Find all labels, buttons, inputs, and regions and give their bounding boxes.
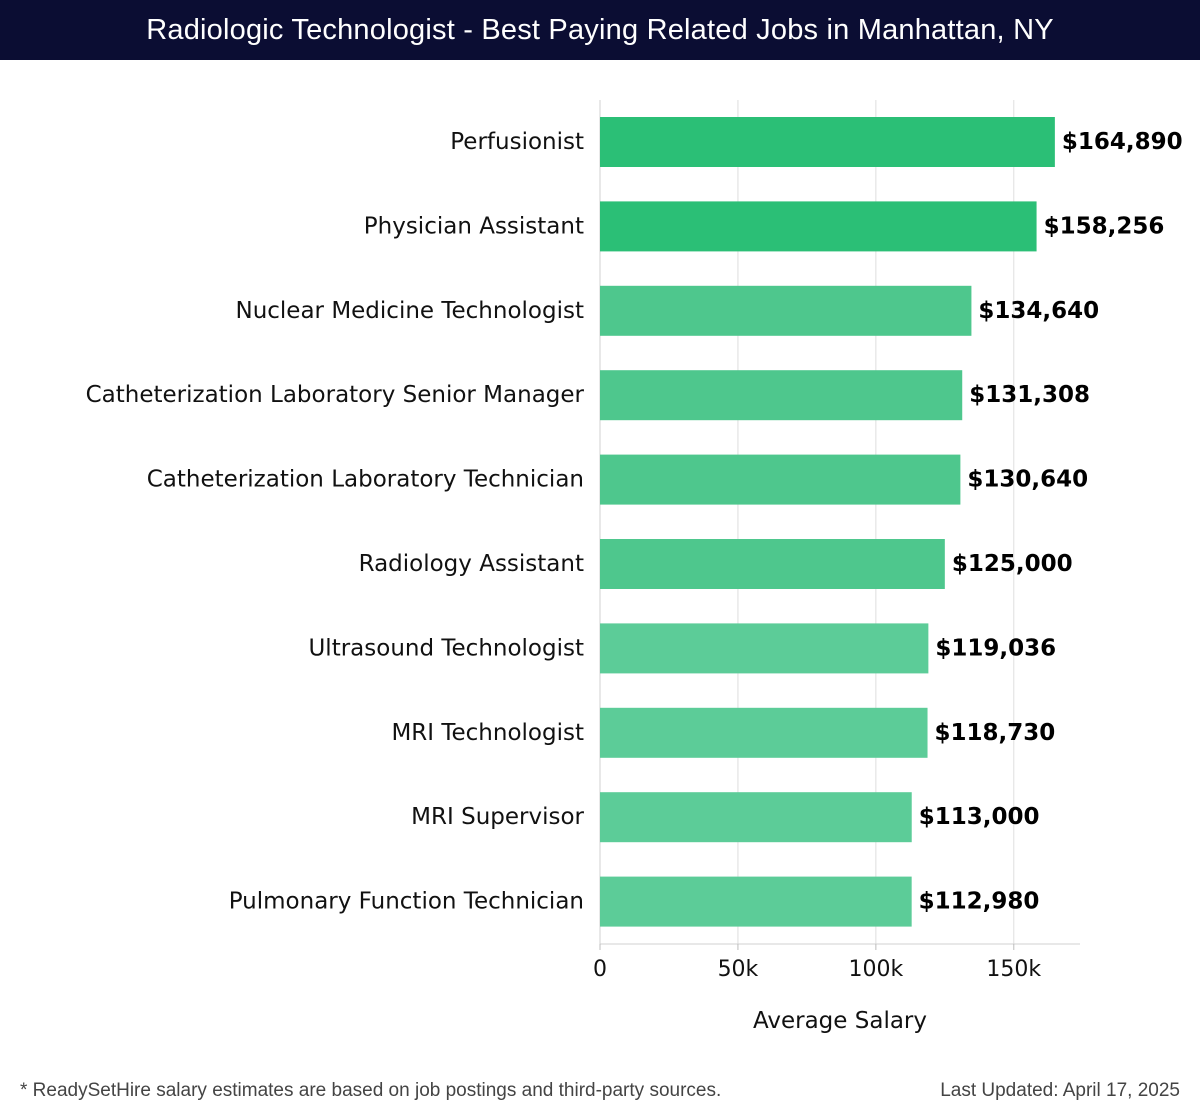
value-label: $158,256 <box>1044 213 1165 239</box>
x-tick-label: 50k <box>718 957 759 982</box>
value-label: $112,980 <box>919 889 1040 915</box>
category-label: Perfusionist <box>450 129 584 155</box>
value-label: $118,730 <box>935 720 1056 746</box>
value-label: $130,640 <box>967 467 1088 493</box>
bar <box>600 117 1055 167</box>
category-label: MRI Technologist <box>391 720 584 746</box>
bar <box>600 454 961 505</box>
category-label: Physician Assistant <box>364 213 584 239</box>
value-label: $134,640 <box>978 298 1099 324</box>
x-tick-label: 100k <box>848 957 903 982</box>
bar <box>600 201 1037 252</box>
value-label: $119,036 <box>935 635 1056 661</box>
bar <box>600 539 945 589</box>
value-label: $113,000 <box>919 804 1040 830</box>
value-label: $131,308 <box>969 382 1090 408</box>
footer-updated: Last Updated: April 17, 2025 <box>940 1080 1180 1101</box>
x-tick-label: 150k <box>986 957 1041 982</box>
category-label: MRI Supervisor <box>411 804 584 830</box>
bar <box>600 876 912 927</box>
category-label: Pulmonary Function Technician <box>229 889 584 915</box>
bar <box>600 285 972 336</box>
value-label: $125,000 <box>952 551 1073 577</box>
category-label: Ultrasound Technologist <box>308 635 584 661</box>
bar <box>600 370 963 421</box>
bar <box>600 623 929 674</box>
category-label: Radiology Assistant <box>359 551 584 577</box>
salary-bar-chart: Perfusionist $164,890 Physician Assistant $… <box>86 100 1183 1034</box>
category-label: Catheterization Laboratory Technician <box>147 467 584 493</box>
value-label: $164,890 <box>1062 129 1183 155</box>
chart-title-bar: Radiologic Technologist - Best Paying Re… <box>0 0 1200 60</box>
footer-note: * ReadySetHire salary estimates are base… <box>20 1080 722 1101</box>
x-axis-title: Average Salary <box>753 1008 927 1034</box>
x-tick-label: 0 <box>593 957 607 982</box>
chart-title: Radiologic Technologist - Best Paying Re… <box>146 13 1054 46</box>
bar <box>600 707 928 758</box>
bar <box>600 792 912 843</box>
category-label: Nuclear Medicine Technologist <box>235 298 584 324</box>
category-label: Catheterization Laboratory Senior Manage… <box>86 382 585 408</box>
